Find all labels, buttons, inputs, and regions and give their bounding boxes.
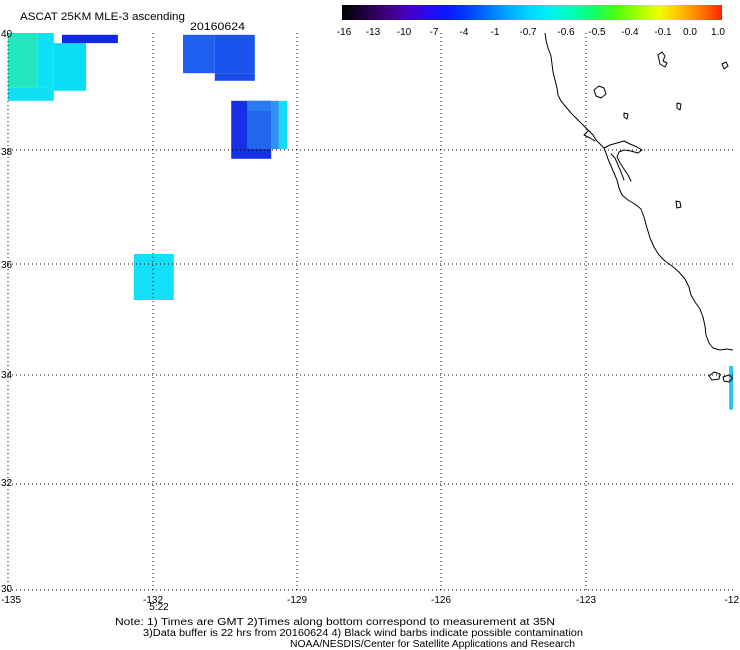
- mle-cell: [247, 100, 272, 112]
- colorbar-label: -16: [337, 27, 352, 38]
- lat-label: 36: [1, 260, 13, 271]
- mle-cell: [271, 100, 279, 149]
- mle-cell: [214, 73, 255, 81]
- colorbar-label: -10: [397, 27, 412, 38]
- lat-label: 38: [1, 147, 13, 158]
- mle-cell: [183, 34, 215, 74]
- mle-cell: [278, 100, 288, 149]
- colorbar-label: -0.6: [557, 27, 575, 38]
- map-area: [8, 33, 733, 590]
- lon-label: -126: [431, 595, 451, 606]
- island: [708, 371, 721, 381]
- colorbar-labels: -16 -13 -10 -7 -4 -1 -0.7 -0.6 -0.5 -0.4…: [337, 27, 726, 38]
- lat-label: 40: [1, 29, 13, 40]
- coastline-bay: [603, 140, 643, 182]
- mle-cell: [8, 87, 54, 101]
- island: [721, 61, 729, 70]
- mle-cell: [62, 34, 118, 44]
- island: [657, 51, 668, 68]
- colorbar-label: -13: [366, 27, 381, 38]
- mle-cell: [53, 43, 87, 91]
- colorbar-label: -0.5: [588, 27, 606, 38]
- coastline: [544, 33, 733, 351]
- colorbar-label: -0.4: [621, 27, 639, 38]
- lon-label: -12: [725, 595, 740, 606]
- colorbar-label: -0.7: [519, 27, 537, 38]
- coastline-bay-inner: [610, 153, 625, 181]
- lon-label: -129: [287, 595, 307, 606]
- lat-axis: 40 38 36 34 32 30: [1, 29, 13, 595]
- island: [675, 200, 682, 209]
- island: [623, 112, 629, 120]
- lon-axis: -135 -132 -129 -126 -123 -12: [1, 595, 739, 606]
- mle-cell: [133, 254, 174, 300]
- colorbar-label: -7: [430, 27, 439, 38]
- footnote-line: 3)Data buffer is 22 hrs from 20160624 4)…: [143, 628, 583, 639]
- pass-time-label: 5:22: [149, 602, 169, 613]
- colorbar-label: 1.0: [711, 27, 725, 38]
- footnote-line: Note: 1) Times are GMT 2)Times along bot…: [115, 617, 555, 628]
- plot-title: ASCAT 25KM MLE-3 ascending: [20, 11, 185, 23]
- graticule: [8, 33, 733, 590]
- mle-cell: [247, 111, 272, 149]
- mle-cell: [214, 34, 255, 74]
- plot-date: 20160624: [190, 21, 245, 33]
- mle-cell: [8, 33, 38, 88]
- footnote-line: NOAA/NESDIS/Center for Satellite Applica…: [290, 639, 575, 650]
- lon-label: -135: [1, 595, 21, 606]
- coastline-point: [583, 130, 596, 142]
- mle-cell: [729, 365, 733, 410]
- colorbar-label: -0.1: [654, 27, 672, 38]
- lat-label: 34: [1, 370, 13, 381]
- lon-label: -123: [576, 595, 596, 606]
- colorbar-label: 0.0: [683, 27, 697, 38]
- colorbar-label: -4: [460, 27, 469, 38]
- lat-label: 32: [1, 478, 13, 489]
- colorbar-label: -1: [491, 27, 500, 38]
- island: [593, 85, 607, 99]
- island: [722, 374, 733, 383]
- lon-label: -132: [143, 595, 163, 606]
- lat-label: 30: [1, 584, 13, 595]
- island: [676, 102, 682, 111]
- mle-cells: [8, 33, 733, 410]
- colorbar: [342, 5, 722, 20]
- mle-cell: [37, 33, 54, 88]
